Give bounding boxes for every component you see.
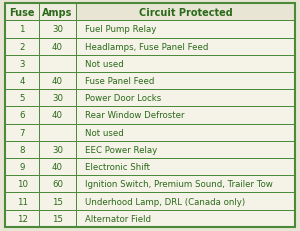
Text: 40: 40 [52, 43, 63, 52]
Bar [39, 158, 76, 176]
Text: Ignition Switch, Premium Sound, Trailer Tow: Ignition Switch, Premium Sound, Trailer … [85, 179, 273, 188]
Bar [39, 107, 76, 124]
Text: 40: 40 [52, 162, 63, 171]
Bar [76, 176, 295, 193]
Text: 30: 30 [52, 94, 63, 103]
Text: 30: 30 [52, 145, 63, 154]
Text: 15: 15 [52, 197, 63, 206]
Bar [39, 38, 76, 55]
Text: 10: 10 [16, 179, 28, 188]
Bar [5, 21, 39, 38]
Bar [5, 90, 39, 107]
Text: Not used: Not used [85, 60, 124, 69]
Text: 30: 30 [52, 25, 63, 34]
Text: 40: 40 [52, 77, 63, 86]
Text: 6: 6 [19, 111, 25, 120]
Bar [76, 73, 295, 90]
Bar [5, 158, 39, 176]
Bar [76, 141, 295, 158]
Bar [5, 124, 39, 141]
Text: Alternator Field: Alternator Field [85, 214, 151, 223]
Text: 15: 15 [52, 214, 63, 223]
Bar [76, 4, 295, 21]
Text: Electronic Shift: Electronic Shift [85, 162, 150, 171]
Text: Circuit Protected: Circuit Protected [139, 8, 232, 18]
Bar [5, 73, 39, 90]
Text: Not used: Not used [85, 128, 124, 137]
Bar [5, 210, 39, 227]
Text: 8: 8 [19, 145, 25, 154]
Text: 9: 9 [19, 162, 25, 171]
Bar [76, 107, 295, 124]
Bar [76, 124, 295, 141]
Bar [5, 193, 39, 210]
Bar [76, 193, 295, 210]
Bar [39, 193, 76, 210]
Bar [76, 38, 295, 55]
Text: Headlamps, Fuse Panel Feed: Headlamps, Fuse Panel Feed [85, 43, 208, 52]
Bar [39, 210, 76, 227]
Bar [39, 73, 76, 90]
Text: EEC Power Relay: EEC Power Relay [85, 145, 157, 154]
Bar [76, 90, 295, 107]
Bar [5, 141, 39, 158]
Bar [5, 55, 39, 73]
Text: Fuse: Fuse [9, 8, 35, 18]
Text: 4: 4 [19, 77, 25, 86]
Bar [76, 158, 295, 176]
Text: Underhood Lamp, DRL (Canada only): Underhood Lamp, DRL (Canada only) [85, 197, 245, 206]
Bar [39, 4, 76, 21]
Text: 7: 7 [19, 128, 25, 137]
Bar [39, 176, 76, 193]
Bar [5, 38, 39, 55]
Text: 5: 5 [19, 94, 25, 103]
Text: Rear Window Defroster: Rear Window Defroster [85, 111, 184, 120]
Text: 3: 3 [19, 60, 25, 69]
Bar [76, 210, 295, 227]
Text: Amps: Amps [42, 8, 73, 18]
Text: Fuse Panel Feed: Fuse Panel Feed [85, 77, 154, 86]
Bar [5, 176, 39, 193]
Text: Fuel Pump Relay: Fuel Pump Relay [85, 25, 156, 34]
Bar [5, 4, 39, 21]
Bar [76, 55, 295, 73]
Text: Power Door Locks: Power Door Locks [85, 94, 161, 103]
Text: 12: 12 [16, 214, 28, 223]
Bar [39, 124, 76, 141]
Bar [76, 21, 295, 38]
Text: 40: 40 [52, 111, 63, 120]
Text: 11: 11 [16, 197, 28, 206]
Text: 1: 1 [19, 25, 25, 34]
Bar [39, 141, 76, 158]
Bar [39, 21, 76, 38]
Bar [5, 107, 39, 124]
Bar [39, 90, 76, 107]
Text: 60: 60 [52, 179, 63, 188]
Bar [39, 55, 76, 73]
Text: 2: 2 [19, 43, 25, 52]
